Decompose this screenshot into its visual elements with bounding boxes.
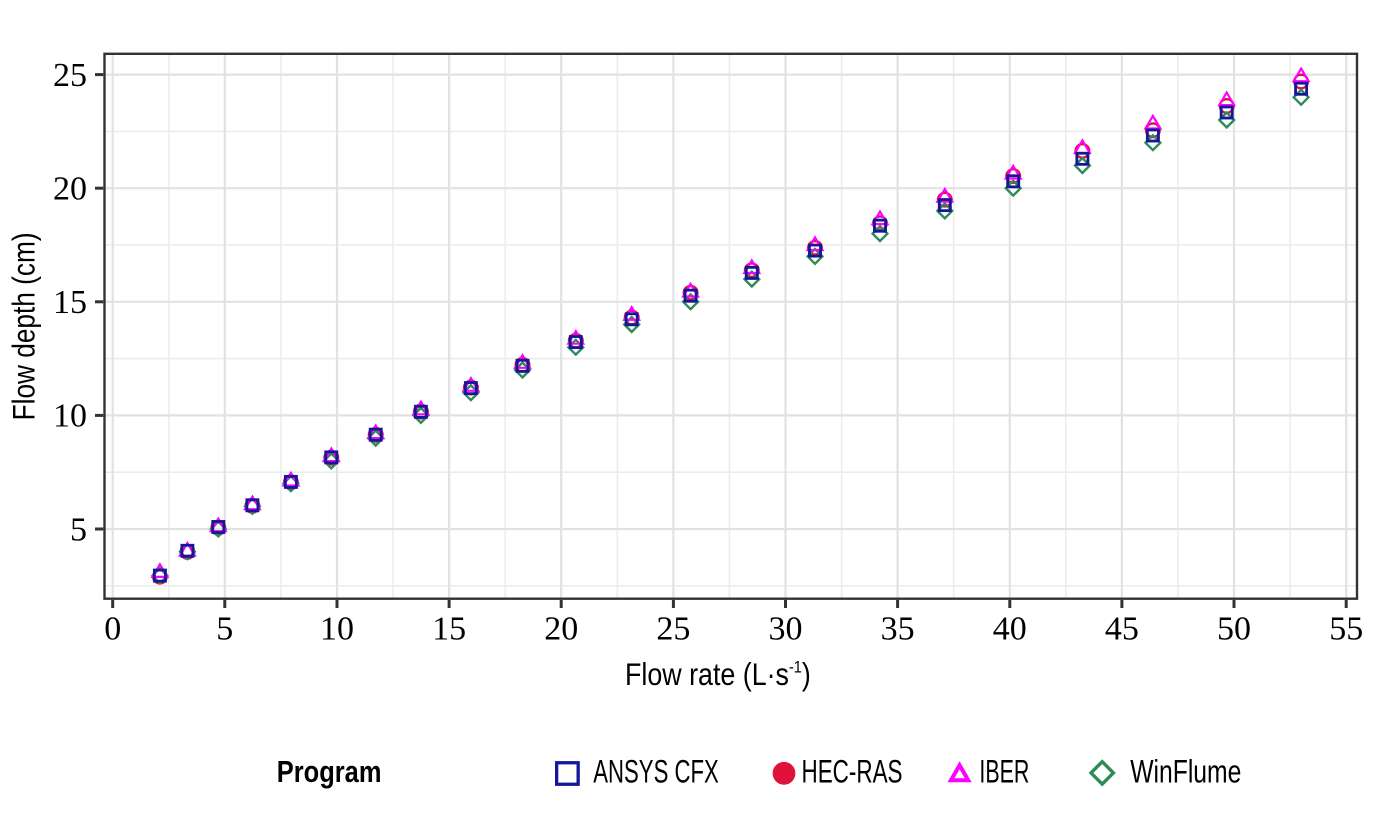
svg-text:IBER: IBER: [979, 753, 1029, 789]
svg-text:HEC-RAS: HEC-RAS: [802, 754, 903, 790]
svg-text:30: 30: [769, 611, 803, 648]
svg-text:35: 35: [881, 611, 915, 648]
svg-text:25: 25: [656, 611, 690, 648]
svg-text:40: 40: [993, 611, 1027, 648]
svg-text:5: 5: [70, 511, 87, 548]
svg-text:0: 0: [104, 611, 121, 648]
svg-text:Flow rate (L·s-1): Flow rate (L·s-1): [625, 658, 811, 692]
svg-text:Program: Program: [277, 755, 382, 789]
svg-text:5: 5: [216, 611, 233, 648]
svg-text:WinFlume: WinFlume: [1130, 755, 1241, 791]
svg-text:25: 25: [53, 57, 87, 94]
svg-text:ANSYS CFX: ANSYS CFX: [593, 753, 718, 789]
svg-text:20: 20: [544, 611, 578, 648]
svg-text:45: 45: [1105, 611, 1139, 648]
svg-text:55: 55: [1329, 611, 1363, 648]
svg-text:15: 15: [432, 611, 466, 648]
svg-text:20: 20: [53, 171, 87, 208]
svg-text:10: 10: [320, 611, 354, 648]
svg-text:15: 15: [53, 284, 87, 321]
svg-text:50: 50: [1217, 611, 1251, 648]
svg-text:10: 10: [53, 398, 87, 435]
svg-text:Flow depth (cm): Flow depth (cm): [7, 232, 42, 420]
